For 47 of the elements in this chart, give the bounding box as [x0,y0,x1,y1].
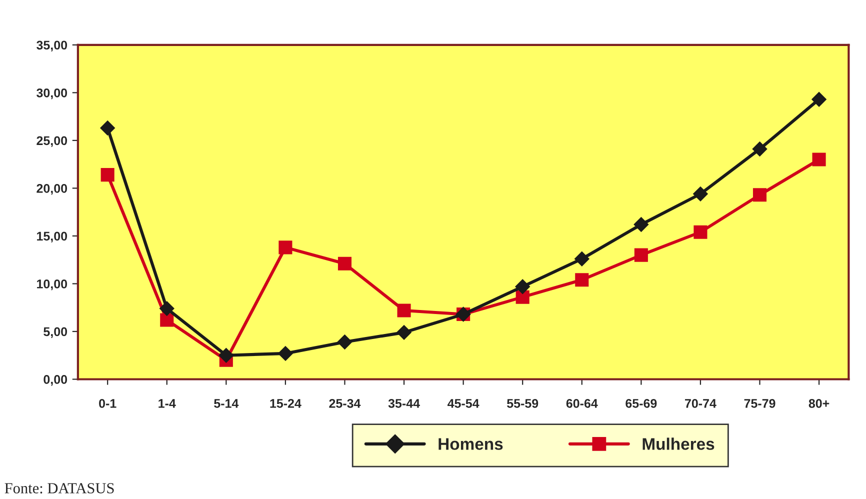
point [100,120,115,136]
point [752,188,767,202]
x-tick-label: 55-59 [507,399,538,408]
point [397,304,411,318]
x-tick-label: 15-24 [270,399,302,408]
point [160,313,174,327]
point [634,217,649,232]
point [396,325,412,340]
point [812,92,826,107]
point [278,346,293,361]
y-tick-label: 35,00 [36,40,68,52]
legend-label: Homens [438,438,503,450]
point [338,256,352,270]
point [278,240,292,254]
x-tick-label: 70-74 [685,399,716,408]
point [337,334,352,350]
point [515,279,530,294]
point [634,248,648,262]
source-note: Fonte: DATASUS [4,483,114,494]
point [575,273,589,287]
x-tick-label: 5-14 [214,399,239,408]
point [694,225,708,239]
x-tick-label: 35-44 [388,399,420,408]
point [574,251,590,266]
x-tick-label: 0-1 [99,399,116,408]
x-tick-label: 25-34 [329,399,361,408]
point [218,348,234,363]
point [693,186,708,202]
point [100,168,114,182]
y-tick-label: 20,00 [36,184,68,195]
y-tick-label: 5,00 [44,327,68,338]
legend-label: Mulheres [642,438,714,450]
y-tick-label: 25,00 [36,136,68,147]
point [812,152,826,166]
x-tick-label: 60-64 [566,399,598,408]
x-tick-label: 80+ [808,399,830,408]
y-tick-label: 30,00 [36,88,68,100]
y-tick-label: 10,00 [37,280,68,290]
point [752,142,768,156]
x-tick-label: 45-54 [448,399,480,408]
x-tick-label: 1-4 [158,399,176,408]
point [516,290,530,304]
point [159,301,174,316]
y-tick-label: 0,00 [44,375,68,386]
x-tick-label: 75-79 [744,399,776,408]
x-tick-label: 65-69 [626,399,657,408]
y-tick-label: 15,00 [37,232,68,242]
